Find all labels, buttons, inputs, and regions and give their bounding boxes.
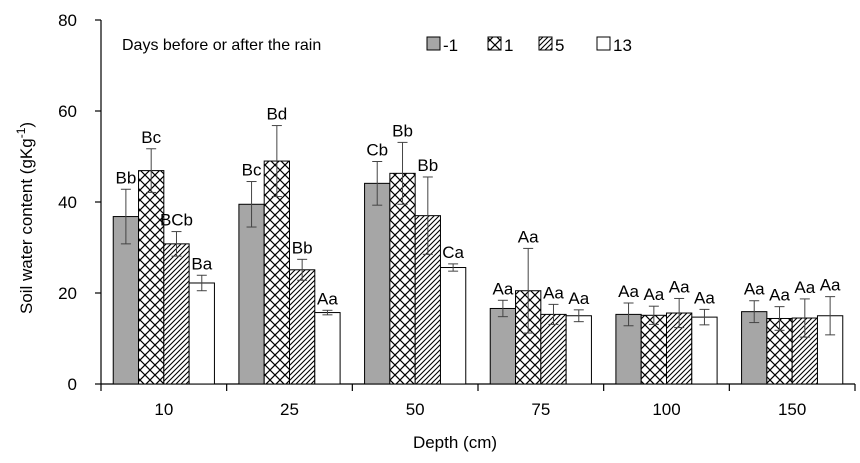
y-axis: 0 20 40 60 80 <box>58 11 102 394</box>
bar <box>640 314 668 385</box>
significance-label: Aa <box>492 279 513 298</box>
significance-label: Aa <box>769 286 790 305</box>
y-axis-title-tail: ) <box>17 122 36 128</box>
x-tick-label: 150 <box>778 400 806 419</box>
legend-swatch <box>487 36 502 51</box>
bar <box>188 282 215 385</box>
significance-label: Aa <box>518 227 539 246</box>
significance-label: Aa <box>618 282 639 301</box>
significance-label: Ba <box>191 254 212 273</box>
bar <box>263 160 291 385</box>
y-tick-label: 20 <box>58 284 77 303</box>
bar <box>389 172 416 385</box>
significance-label: Aa <box>794 278 815 297</box>
legend-swatch <box>596 36 611 51</box>
y-tick-label: 60 <box>58 102 77 121</box>
significance-label: Aa <box>694 288 715 307</box>
x-tick-label: 25 <box>280 400 299 419</box>
x-tick-label: 75 <box>531 400 550 419</box>
significance-label: Bc <box>242 161 262 180</box>
bar <box>741 311 768 385</box>
significance-label: BCb <box>160 211 193 230</box>
significance-label: Aa <box>317 289 338 308</box>
significance-label: Bb <box>417 156 438 175</box>
significance-label: Aa <box>568 289 589 308</box>
significance-label: Aa <box>744 280 765 299</box>
legend-swatch <box>426 36 441 51</box>
significance-label: Bb <box>115 168 136 187</box>
bar <box>289 269 316 385</box>
bar <box>489 307 517 385</box>
bar <box>540 313 567 385</box>
bar <box>364 182 391 385</box>
y-axis-title-sup: -1 <box>14 127 28 138</box>
significance-label: Aa <box>643 285 664 304</box>
bar <box>314 312 341 385</box>
significance-label: Aa <box>543 283 564 302</box>
legend-label: -1 <box>443 36 458 55</box>
significance-label: Ca <box>442 243 464 262</box>
bar <box>238 203 265 385</box>
legend-label: 13 <box>613 36 632 55</box>
y-tick-label: 0 <box>68 375 77 394</box>
x-tick-label: 100 <box>652 400 680 419</box>
y-tick-label: 40 <box>58 193 77 212</box>
bar <box>565 315 592 385</box>
significance-label: Aa <box>820 276 841 295</box>
legend-label: 1 <box>504 36 513 55</box>
significance-label: Bb <box>392 121 413 140</box>
x-axis-title: Depth (cm) <box>413 433 497 452</box>
bar <box>691 316 718 385</box>
x-tick-label: 50 <box>406 400 425 419</box>
bar <box>439 267 467 385</box>
x-tick-label: 10 <box>154 400 173 419</box>
significance-label: Bc <box>141 128 161 147</box>
legend-label: 5 <box>555 36 564 55</box>
legend-title: Days before or after the rain <box>122 37 321 54</box>
x-axis: 10 25 50 75 100 150 <box>100 383 856 419</box>
significance-label: Bb <box>292 238 313 257</box>
legend-swatch <box>538 36 553 51</box>
y-axis-title: Soil water content (gKg-1) <box>14 122 36 314</box>
bar <box>138 170 165 385</box>
bar <box>163 243 190 385</box>
y-axis-title-main: Soil water content (gKg <box>17 138 36 314</box>
significance-label: Cb <box>366 141 388 160</box>
y-tick-label: 80 <box>58 11 77 30</box>
significance-label: Aa <box>669 277 690 296</box>
significance-label: Bd <box>266 105 287 124</box>
legend: Days before or after the rain -1 1 5 13 <box>122 36 632 55</box>
